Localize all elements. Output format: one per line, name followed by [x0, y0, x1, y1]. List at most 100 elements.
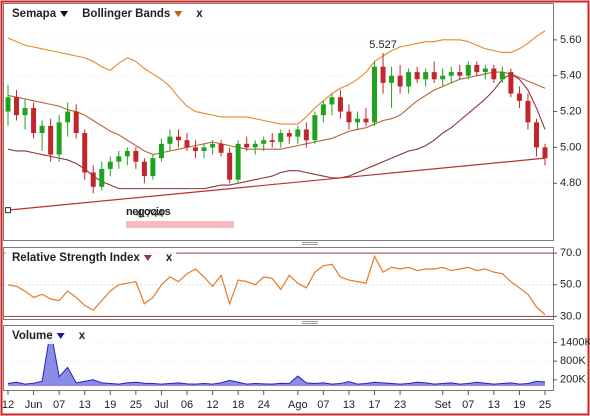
close-button[interactable]: x — [166, 252, 173, 264]
candle-body — [31, 107, 37, 134]
x-tick-label: 19 — [513, 399, 525, 411]
y-tick-label: 800K — [560, 355, 586, 367]
candle-body — [286, 133, 292, 137]
x-tick-label: Ago — [288, 399, 308, 411]
panel-header-bg — [5, 328, 90, 344]
plot-layer: 4.80 5.00 5.20 5.40 5.60 negocios 5.527 4.744 Se… — [2, 6, 590, 411]
candle-body — [423, 72, 429, 80]
candle-body — [65, 111, 71, 123]
candle-body — [414, 72, 420, 80]
y-tick-label: 5.60 — [560, 34, 581, 46]
volume-line — [7, 330, 546, 385]
candle-body — [107, 161, 113, 169]
candle-body — [448, 72, 454, 76]
x-tick-label: 19 — [104, 399, 116, 411]
low-label: 4.744 — [136, 208, 164, 220]
candle-body — [474, 64, 480, 73]
candle-body — [346, 111, 352, 123]
candle-body — [533, 122, 539, 148]
bollinger-band — [7, 73, 546, 190]
candle-body — [397, 75, 403, 87]
trendline — [7, 157, 546, 211]
candle-body — [48, 125, 54, 155]
candle-body — [269, 140, 275, 143]
indicator-name[interactable]: Bollinger Bands — [82, 8, 170, 20]
panel-header-bg — [5, 6, 207, 22]
x-tick-label: 25 — [539, 399, 551, 411]
y-tick-label: 1400K — [560, 336, 590, 348]
x-tick-label: 13 — [488, 399, 500, 411]
watermark-bar — [126, 221, 234, 228]
panel-title[interactable]: Volume — [12, 330, 53, 342]
candle-body — [99, 168, 105, 187]
candle-body — [210, 143, 216, 148]
dropdown-arrow — [56, 333, 65, 339]
candle-body — [150, 158, 156, 177]
candle-body — [406, 72, 412, 87]
candle-body — [431, 72, 437, 80]
y-tick-label: 5.40 — [560, 70, 581, 82]
candle-body — [295, 129, 301, 137]
candle-body — [491, 68, 497, 80]
candle-body — [372, 66, 378, 123]
candle-body — [184, 140, 190, 148]
bollinger-band — [7, 30, 546, 125]
candle-body — [389, 75, 395, 83]
candle-body — [218, 143, 224, 153]
candle-body — [201, 147, 207, 151]
high-label: 5.527 — [369, 39, 397, 51]
candle-body — [337, 97, 343, 112]
x-tick-label: 12 — [206, 399, 218, 411]
x-tick-label: 13 — [79, 399, 91, 411]
x-tick-label: 06 — [181, 399, 193, 411]
x-tick-label: Jul — [154, 399, 168, 411]
volume-panel — [3, 325, 554, 391]
candle-body — [516, 93, 522, 101]
panel-title[interactable]: Relative Strength Index — [12, 252, 140, 264]
candle-body — [116, 156, 122, 162]
rsi-line — [7, 254, 546, 316]
candle-body — [508, 72, 514, 94]
close-button[interactable]: x — [196, 8, 203, 20]
resize-handle[interactable] — [302, 242, 318, 324]
candle-body — [82, 133, 88, 173]
candle-body — [193, 147, 199, 151]
panel-title[interactable]: Semapa — [12, 8, 57, 20]
candle-body — [482, 68, 488, 73]
y-tick-label: 70.0 — [560, 247, 581, 259]
candle-body — [133, 150, 139, 162]
candle-body — [261, 140, 267, 144]
x-tick-label: 17 — [368, 399, 380, 411]
x-tick-label: 13 — [343, 399, 355, 411]
candle-body — [244, 143, 250, 148]
dropdown-arrow — [60, 11, 69, 17]
candle-body — [303, 129, 309, 141]
candle-body — [278, 133, 284, 143]
x-tick-label: 25 — [130, 399, 142, 411]
x-tick-label: 07 — [462, 399, 474, 411]
trendline-anchor — [5, 207, 11, 214]
y-tick-label: 30.0 — [560, 310, 581, 322]
candle-body — [227, 152, 233, 180]
candle-body — [5, 97, 11, 112]
candle-body — [542, 147, 548, 159]
y-tick-label: 5.00 — [560, 141, 581, 153]
close-button[interactable]: x — [79, 330, 86, 342]
candle-body — [175, 136, 181, 141]
candle-body — [457, 72, 463, 76]
candle-body — [22, 107, 28, 116]
y-tick-label: 5.20 — [560, 105, 581, 117]
candle-body — [465, 64, 471, 76]
candle-body — [312, 115, 318, 141]
price-panel — [3, 3, 554, 241]
candle-body — [141, 161, 147, 177]
x-tick-label: 24 — [258, 399, 270, 411]
candle-body — [354, 118, 360, 123]
bollinger-band — [7, 71, 546, 156]
candle-body — [252, 143, 258, 148]
candle-body — [380, 66, 386, 83]
candle-body — [525, 100, 531, 123]
dropdown-arrow — [143, 255, 152, 261]
